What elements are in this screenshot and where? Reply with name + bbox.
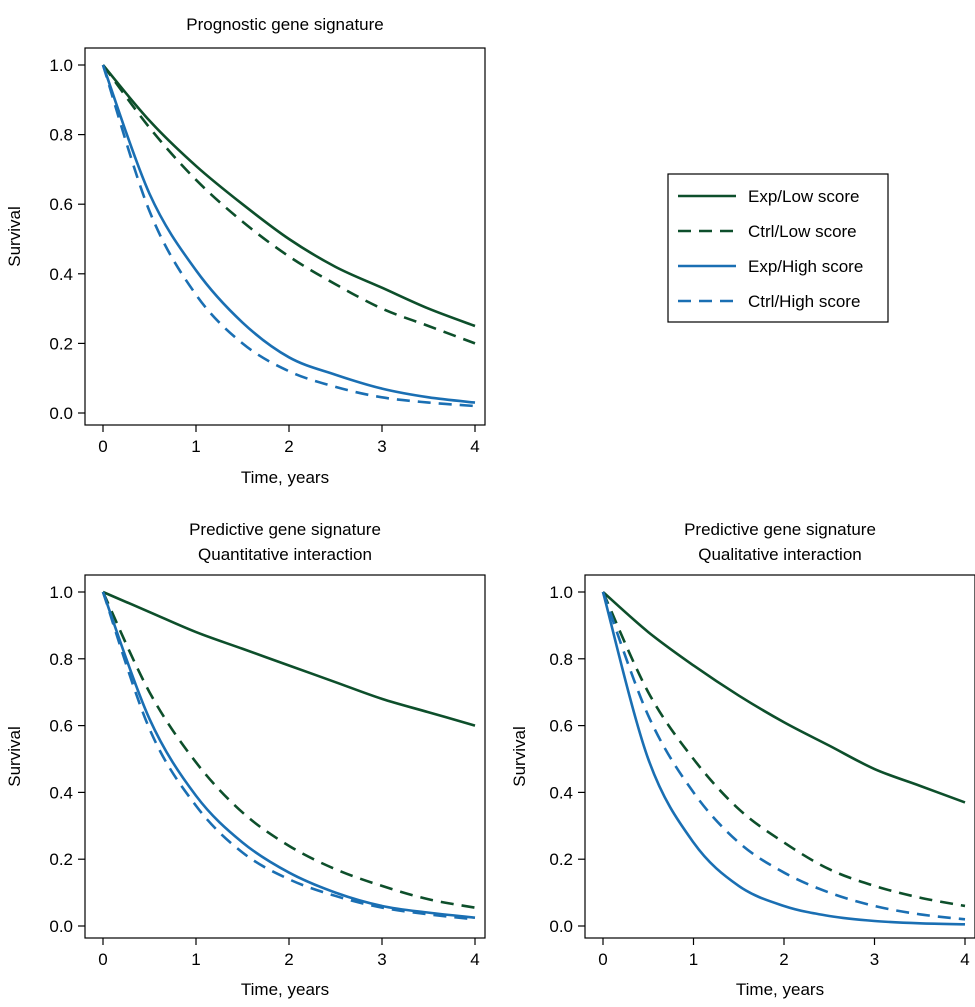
x-tick-label: 2: [284, 950, 293, 969]
series-line-exp-low-score: [102, 590, 476, 727]
legend-label: Ctrl/Low score: [748, 222, 857, 241]
x-tick-label: 2: [284, 437, 293, 456]
x-tick-label: 4: [960, 950, 969, 969]
y-tick-label: 1.0: [549, 583, 573, 602]
legend-label: Exp/Low score: [748, 187, 860, 206]
series-line-ctrl-low-score: [101, 591, 476, 909]
series-line-exp-high-score: [601, 591, 966, 926]
y-tick-label: 0.0: [549, 917, 573, 936]
y-axis-label: Survival: [5, 206, 24, 266]
y-tick-label: 0.6: [549, 717, 573, 736]
x-tick-label: 0: [98, 950, 107, 969]
chart-title-line: Quantitative interaction: [198, 545, 372, 564]
x-axis-label: Time, years: [241, 468, 329, 487]
y-tick-label: 0.8: [49, 650, 73, 669]
y-tick-label: 1.0: [49, 56, 73, 75]
x-tick-label: 1: [191, 437, 200, 456]
series-line-ctrl-low-score: [101, 64, 476, 345]
legend-label: Ctrl/High score: [748, 292, 860, 311]
x-axis-label: Time, years: [241, 980, 329, 999]
chart-panel-3: Predictive gene signature Qualitative int…: [510, 520, 975, 999]
y-tick-label: 0.6: [49, 717, 73, 736]
y-tick-label: 0.4: [549, 783, 573, 802]
series-line-exp-high-score: [101, 64, 476, 404]
chart-panel-2: Predictive gene signature Quantitative in…: [5, 520, 486, 999]
series-line-exp-low-score: [102, 64, 476, 328]
y-tick-label: 1.0: [49, 583, 73, 602]
chart-title-line: Predictive gene signature: [684, 520, 876, 539]
x-tick-label: 2: [779, 950, 788, 969]
y-tick-label: 0.2: [49, 334, 73, 353]
series-line-exp-low-score: [602, 591, 966, 804]
plot-frame: [584, 574, 975, 939]
series-line-ctrl-high-score: [601, 591, 966, 921]
series-line-exp-high-score: [101, 591, 476, 919]
y-tick-label: 0.8: [49, 126, 73, 145]
y-tick-label: 0.8: [549, 650, 573, 669]
x-tick-label: 3: [870, 950, 879, 969]
y-axis-label: Survival: [510, 726, 529, 786]
chart-panel-1: Prognostic gene signature 0.0 0.2 0.4 0.6 0.8…: [5, 15, 486, 487]
chart-title-line: Qualitative interaction: [698, 545, 861, 564]
x-tick-label: 1: [689, 950, 698, 969]
y-tick-label: 0.0: [49, 917, 73, 936]
x-axis-label: Time, years: [736, 980, 824, 999]
x-tick-label: 0: [598, 950, 607, 969]
legend-label: Exp/High score: [748, 257, 863, 276]
y-tick-label: 0.6: [49, 195, 73, 214]
y-tick-label: 0.4: [49, 783, 73, 802]
x-tick-label: 4: [470, 437, 479, 456]
y-axis-label: Survival: [5, 726, 24, 786]
series-line-ctrl-high-score: [101, 591, 476, 921]
chart-title-line: Predictive gene signature: [189, 520, 381, 539]
chart-title-line: Prognostic gene signature: [186, 15, 384, 34]
series-line-ctrl-high-score: [101, 64, 476, 408]
x-tick-label: 3: [377, 950, 386, 969]
legend: Exp/Low score Ctrl/Low score Exp/High scor…: [667, 173, 889, 323]
plot-frame: [84, 47, 486, 426]
x-tick-label: 1: [191, 950, 200, 969]
y-tick-label: 0.2: [549, 850, 573, 869]
y-tick-label: 0.2: [49, 850, 73, 869]
y-tick-label: 0.4: [49, 265, 73, 284]
x-tick-label: 4: [470, 950, 479, 969]
x-tick-label: 3: [377, 437, 386, 456]
chart-panels: Prognostic gene signature 0.0 0.2 0.4 0.6 0.8…: [5, 15, 975, 999]
plot-frame: [84, 574, 486, 939]
legend-box: [667, 173, 889, 323]
x-tick-label: 0: [98, 437, 107, 456]
y-tick-label: 0.0: [49, 404, 73, 423]
series-line-ctrl-low-score: [601, 591, 966, 908]
